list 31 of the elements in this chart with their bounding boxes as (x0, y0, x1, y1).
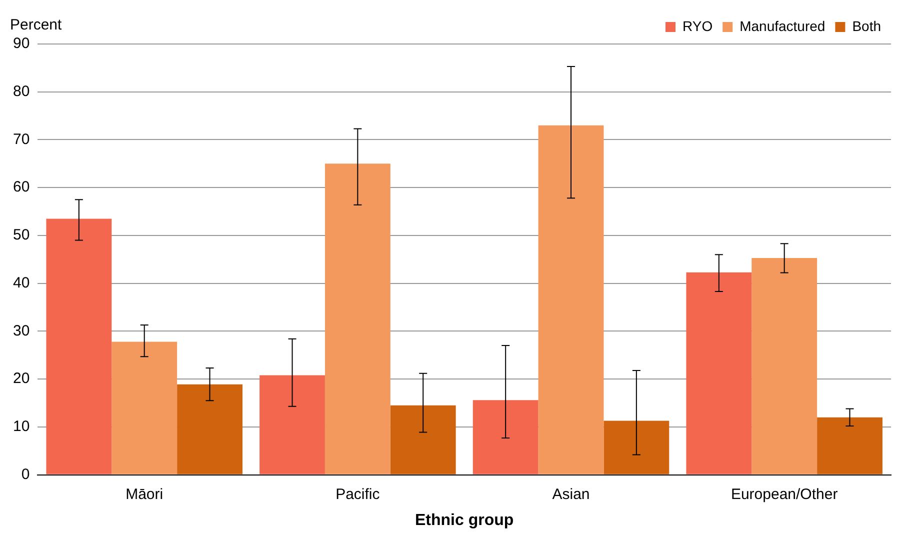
bar (752, 258, 818, 474)
x-tick-label: Pacific (336, 486, 380, 503)
y-tick-label: 50 (12, 226, 30, 244)
y-tick-label: 70 (12, 130, 30, 148)
y-tick-label: 80 (12, 83, 30, 100)
y-axis-title: Percent (10, 16, 63, 34)
bar (390, 405, 456, 474)
legend-label: RYO (682, 18, 713, 34)
y-tick-label: 60 (12, 178, 30, 196)
y-tick-label: 20 (12, 370, 30, 388)
bar (260, 375, 325, 474)
x-tick-label: European/Other (730, 486, 838, 503)
bar (604, 420, 670, 474)
bar (46, 218, 112, 474)
bar (538, 125, 604, 474)
bar (324, 164, 390, 474)
bar (817, 417, 882, 474)
y-tick-label: 30 (12, 322, 30, 340)
legend-label: Both (852, 18, 882, 34)
bar (472, 400, 538, 474)
x-tick-label: Māori (126, 486, 164, 503)
y-tick-label: 10 (12, 418, 30, 436)
bar (686, 272, 752, 474)
legend-label: Manufactured (740, 18, 826, 34)
bar (177, 384, 242, 474)
bar (112, 342, 178, 474)
x-axis-title: Ethnic group (415, 512, 514, 529)
y-tick-label: 40 (12, 274, 30, 292)
x-tick-label: Asian (552, 486, 590, 503)
y-tick-label: 0 (21, 466, 30, 483)
y-tick-label: 90 (12, 35, 30, 52)
